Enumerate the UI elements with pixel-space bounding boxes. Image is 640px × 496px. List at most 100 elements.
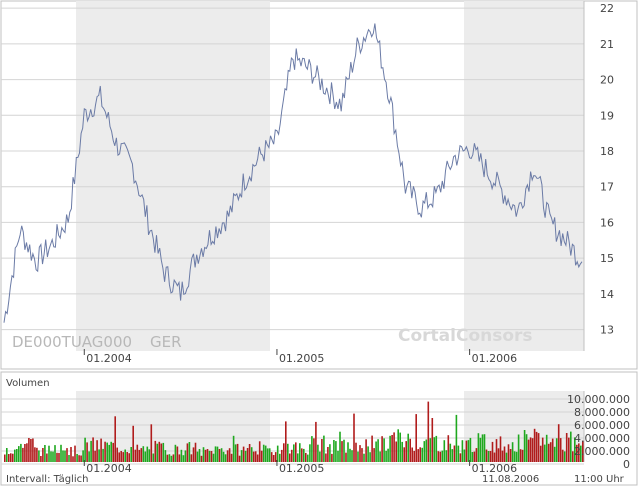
volume-y-tick-label: 8.000.000: [574, 406, 630, 419]
volume-bar: [200, 455, 203, 462]
volume-bar: [291, 449, 293, 462]
volume-bar: [46, 453, 48, 462]
volume-bar: [325, 453, 327, 462]
volume-bar: [70, 447, 72, 462]
volume-bar: [234, 444, 237, 462]
volume-bar: [435, 435, 438, 462]
volume-bar: [32, 438, 34, 462]
volume-bar: [351, 450, 353, 462]
volume-bar: [4, 454, 6, 462]
volume-bar: [176, 446, 179, 462]
volume-bar: [190, 454, 193, 462]
volume-bar: [258, 441, 261, 462]
volume-bar: [447, 435, 450, 462]
volume-bar: [305, 452, 307, 462]
volume-bar: [270, 452, 273, 462]
volume-bar: [359, 445, 361, 462]
volume-bar: [174, 444, 177, 462]
volume-bar: [485, 449, 488, 462]
volume-bar: [578, 443, 580, 462]
volume-bar: [84, 437, 86, 462]
volume-bar: [499, 436, 502, 462]
volume-bar: [166, 454, 169, 462]
volume-bar: [357, 451, 359, 462]
volume-bar: [36, 447, 38, 462]
volume-bar: [553, 446, 556, 462]
volume-bar: [154, 440, 157, 462]
footer-time: 11:00 Uhr: [574, 474, 625, 485]
price-y-tick-label: 16: [600, 216, 614, 229]
volume-title: Volumen: [6, 378, 50, 389]
volume-bar: [309, 444, 311, 462]
volume-bar: [130, 447, 132, 462]
price-y-tick-label: 21: [600, 38, 614, 51]
volume-bar: [108, 444, 110, 462]
volume-bar: [395, 441, 397, 462]
volume-bar: [385, 450, 387, 462]
volume-bar: [106, 442, 108, 462]
volume-bar: [511, 442, 514, 462]
volume-bar: [417, 449, 419, 462]
volume-bar: [283, 443, 285, 462]
volume-bar: [30, 439, 32, 462]
volume-bar: [192, 447, 195, 462]
volume-bar: [327, 447, 329, 462]
volume-bar: [240, 450, 243, 462]
volume-bar: [218, 449, 221, 462]
volume-bar: [343, 439, 345, 462]
volume-bar: [68, 455, 70, 462]
volume-bar: [134, 449, 137, 462]
price-band-2004: [76, 1, 270, 351]
volume-bar: [539, 445, 542, 462]
volume-bar: [519, 449, 522, 462]
volume-bar: [28, 438, 30, 462]
volume-bar: [582, 440, 584, 462]
volume-bar: [393, 432, 395, 462]
volume-bar: [469, 437, 472, 462]
price-y-tick-label: 17: [600, 181, 614, 194]
volume-bar: [266, 448, 269, 462]
volume-bar: [94, 450, 96, 462]
volume-bar: [92, 437, 94, 462]
volume-bar: [222, 451, 225, 462]
volume-bar: [574, 437, 576, 462]
volume-bar: [337, 450, 339, 462]
volume-bar: [515, 451, 518, 462]
volume-bar: [152, 453, 155, 462]
volume-bar: [301, 448, 303, 462]
volume-bar: [391, 435, 393, 462]
volume-bar: [489, 451, 492, 462]
volume-bar: [437, 451, 440, 462]
volume-bar: [114, 416, 116, 462]
volume-bar: [188, 442, 191, 462]
volume-bar: [479, 437, 482, 462]
volume-bar: [168, 454, 171, 462]
volume-bar: [186, 443, 189, 462]
volume-bar: [481, 434, 484, 462]
volume-bar: [313, 438, 315, 462]
volume-bar: [467, 440, 470, 462]
volume-bar: [260, 450, 263, 462]
price-x-axis: 01.2004 01.2005 01.2006: [86, 352, 517, 365]
volume-bar: [132, 425, 134, 462]
volume-bar: [521, 449, 524, 462]
volume-bar: [276, 445, 279, 462]
volume-bar: [397, 429, 399, 462]
volume-bar: [427, 401, 430, 462]
volume-bar: [403, 447, 405, 462]
volume-bar: [86, 442, 88, 462]
volume-bar: [285, 421, 287, 462]
volume-bar: [242, 446, 245, 462]
volume-bar: [349, 448, 351, 462]
volume-bar: [220, 448, 223, 462]
volume-y-tick-label: 2.000.000: [574, 445, 630, 458]
volume-bar: [66, 448, 68, 462]
volume-bar: [321, 439, 323, 462]
volume-bar: [423, 441, 426, 462]
volume-bar: [547, 443, 550, 462]
volume-bar: [272, 455, 275, 462]
footer-date: 11.08.2006: [482, 474, 539, 485]
price-band-2006: [464, 1, 584, 351]
volume-bar: [501, 450, 504, 462]
volume-y-tick-label: 4.000.000: [574, 432, 630, 445]
